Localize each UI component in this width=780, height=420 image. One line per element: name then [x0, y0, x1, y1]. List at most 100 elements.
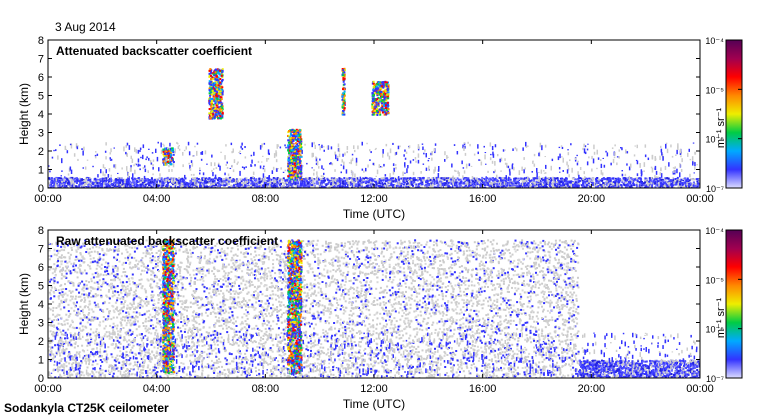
heatmap-cell [447, 181, 450, 184]
heatmap-cell [310, 179, 313, 182]
heatmap-cell [219, 69, 221, 72]
heatmap-cell [385, 112, 388, 115]
heatmap-cell [278, 177, 281, 180]
heatmap-cell [86, 179, 89, 182]
heatmap-cell [202, 183, 205, 186]
heatmap-cell [147, 179, 150, 182]
heatmap-cell [472, 185, 475, 187]
heatmap-cell [380, 90, 382, 93]
heatmap-cell [300, 140, 303, 143]
heatmap-cell [686, 181, 689, 184]
heatmap-cell [657, 180, 660, 183]
heatmap-cell [400, 177, 403, 180]
heatmap-cell [515, 180, 518, 183]
heatmap-cell [123, 178, 126, 181]
heatmap-cell [607, 183, 610, 187]
heatmap-cell [294, 166, 297, 169]
heatmap-cell [287, 134, 290, 137]
heatmap-cell [696, 186, 698, 188]
heatmap-cell [302, 179, 305, 182]
heatmap-cell [399, 185, 402, 188]
heatmap-cell [578, 180, 581, 182]
heatmap-cell [408, 177, 410, 180]
heatmap-cell [371, 186, 374, 188]
heatmap-cell [337, 186, 340, 188]
heatmap-cell [503, 179, 505, 182]
heatmap-cell [433, 181, 436, 184]
heatmap-cell [288, 152, 290, 155]
heatmap-cell [360, 182, 363, 185]
heatmap-cell [323, 186, 326, 188]
heatmap-cell [110, 174, 112, 177]
heatmap-cell [291, 154, 294, 157]
heatmap-cell [415, 184, 418, 187]
heatmap-cell [343, 69, 346, 72]
heatmap-cell [298, 147, 301, 150]
heatmap-cell [535, 183, 538, 186]
heatmap-cell [148, 184, 150, 187]
heatmap-cell [185, 185, 188, 188]
heatmap-cell [548, 183, 551, 186]
heatmap-cell [177, 186, 179, 188]
heatmap-cell [371, 107, 374, 110]
heatmap-cell [196, 150, 198, 156]
heatmap-cell [467, 186, 469, 188]
heatmap-cell [172, 151, 175, 153]
heatmap-cell [322, 168, 325, 170]
heatmap-cell [341, 106, 344, 109]
heatmap-cell [296, 178, 299, 181]
heatmap-cell [209, 68, 212, 71]
heatmap-cell [122, 179, 125, 182]
heatmap-cell [289, 144, 292, 146]
heatmap-cell [229, 167, 232, 170]
heatmap-cell [385, 83, 388, 86]
heatmap-cell [698, 178, 700, 181]
heatmap-cell [241, 166, 244, 168]
heatmap-cell [693, 185, 695, 188]
heatmap-cell [294, 182, 297, 185]
heatmap-cell [220, 178, 223, 181]
heatmap-cell [247, 181, 250, 184]
heatmap-cell [177, 142, 179, 145]
heatmap-cell [94, 182, 97, 185]
heatmap-cell [486, 177, 489, 180]
heatmap-cell [635, 185, 638, 188]
heatmap-cell [287, 146, 290, 149]
heatmap-cell [271, 182, 274, 185]
heatmap-cell [530, 179, 533, 182]
heatmap-cell [158, 184, 161, 187]
heatmap-cell [581, 179, 584, 182]
heatmap-cell [552, 182, 555, 185]
heatmap-cell [79, 182, 82, 184]
heatmap-cell [624, 178, 627, 181]
heatmap-cell [377, 81, 380, 84]
heatmap-cell [136, 178, 139, 181]
heatmap-cell [302, 178, 305, 180]
heatmap-cell [205, 182, 208, 185]
heatmap-cell [148, 182, 151, 184]
heatmap-cell [378, 180, 380, 183]
heatmap-cell [210, 103, 213, 106]
heatmap-cell [534, 186, 537, 188]
heatmap-cell [555, 181, 558, 183]
heatmap-cell [211, 93, 214, 96]
heatmap-cell [324, 179, 326, 182]
heatmap-cell [435, 186, 438, 188]
heatmap-cell [405, 185, 408, 188]
heatmap-cell [383, 102, 386, 105]
heatmap-cell [585, 180, 588, 183]
heatmap-cell [53, 177, 56, 180]
heatmap-cell [355, 177, 357, 181]
heatmap-cell [54, 180, 57, 182]
heatmap-cell [208, 92, 211, 95]
heatmap-cell [210, 185, 213, 188]
heatmap-cell [127, 182, 130, 185]
heatmap-cell [513, 186, 516, 188]
heatmap-cell [390, 179, 393, 182]
heatmap-cell [83, 184, 86, 187]
heatmap-cell [510, 181, 513, 184]
heatmap-cell [618, 149, 620, 152]
heatmap-cell [461, 160, 463, 165]
heatmap-cell [426, 183, 429, 186]
heatmap-cell [347, 183, 349, 186]
